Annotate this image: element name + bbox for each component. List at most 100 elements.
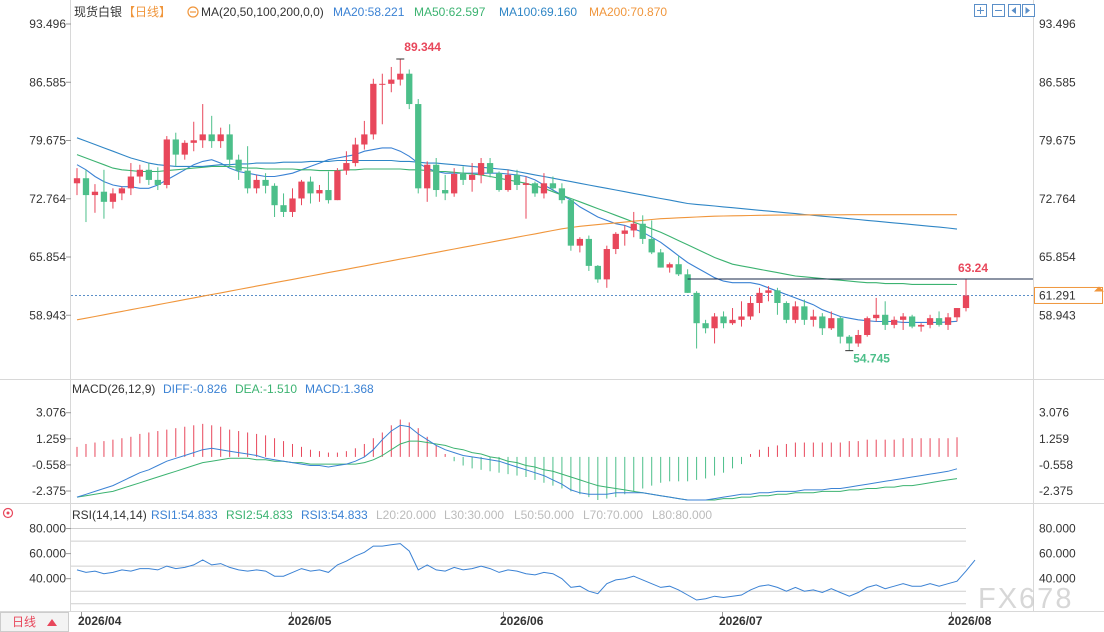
- rsi-axis-left: 80.000 60.000 40.000: [29, 522, 71, 586]
- zoom-out-icon[interactable]: [992, 4, 1005, 17]
- candle-body: [352, 144, 359, 164]
- price-tick-left: 65.854: [29, 250, 66, 264]
- period-tag: 【日线】: [123, 5, 171, 19]
- candle: [91, 184, 99, 213]
- resistance-label: 63.24: [958, 261, 988, 275]
- macd-plot: [76, 419, 958, 501]
- rsi-settings-icon[interactable]: [2, 507, 14, 519]
- candle-body: [576, 238, 584, 246]
- candle-body: [531, 183, 539, 194]
- candle-body: [406, 73, 413, 105]
- macd-tick-left: 1.259: [36, 432, 66, 446]
- candle-body: [765, 290, 772, 293]
- macd-tick-right: 3.076: [1039, 406, 1069, 420]
- candle: [504, 169, 512, 192]
- settings-icon[interactable]: [187, 6, 199, 18]
- macd-histogram-value: MACD:1.368: [305, 382, 374, 396]
- candle: [82, 169, 90, 223]
- candle: [127, 163, 135, 196]
- candle-body: [163, 139, 170, 185]
- candle-body: [433, 164, 440, 191]
- candle-body: [612, 233, 619, 250]
- candle-body: [451, 174, 458, 194]
- candle: [352, 137, 359, 167]
- candle-body: [603, 249, 610, 280]
- date-label-jul: 2026/07: [719, 614, 763, 628]
- rsi-legend: RSI(14,14,14) RSI1:54.833 RSI2:54.833 RS…: [2, 507, 712, 522]
- candle: [208, 115, 215, 148]
- candle-body: [585, 238, 592, 266]
- date-label-aug: 2026/08: [948, 614, 992, 628]
- candle: [576, 237, 584, 253]
- candle-body: [100, 191, 108, 202]
- resistance-marker: 63.24: [687, 261, 1033, 280]
- rsi-plot: [71, 528, 976, 605]
- scroll-right-icon[interactable]: [1022, 4, 1035, 17]
- macd-tick-right: -0.558: [1039, 458, 1073, 472]
- candle: [154, 167, 161, 191]
- high-marker: 89.344: [396, 40, 441, 60]
- candle-body: [109, 193, 117, 202]
- rsi-tick-right: 80.000: [1039, 522, 1076, 536]
- candle: [334, 168, 341, 201]
- candle: [370, 78, 377, 140]
- candle-body: [361, 134, 368, 145]
- candle-body: [864, 318, 871, 336]
- candle: [567, 198, 575, 251]
- candle: [549, 176, 557, 192]
- ma-line-ma200: [76, 214, 957, 321]
- candle: [846, 335, 853, 351]
- price-axis-left: 93.496 86.585 79.675 72.764 65.854 58.943: [29, 17, 71, 322]
- candle: [424, 161, 431, 202]
- ma20-value: MA20:58.221: [333, 5, 405, 19]
- candle-body: [522, 183, 530, 185]
- candle-body: [397, 73, 404, 80]
- candle-body: [567, 200, 575, 246]
- candle-body: [720, 316, 727, 324]
- zoom-in-icon[interactable]: [974, 4, 987, 17]
- price-tick-right: 86.585: [1039, 75, 1076, 89]
- candle-body: [558, 188, 566, 201]
- candle-body: [810, 316, 817, 320]
- candle: [289, 188, 296, 217]
- price-tick-left: 79.675: [29, 134, 66, 148]
- main-legend: 现货白银 【日线】 MA(20,50,100,200,0,0) MA20:58.…: [74, 4, 667, 19]
- candle-body: [190, 140, 197, 143]
- price-alert-icon[interactable]: [1094, 286, 1104, 292]
- date-axis: 2026/04 2026/05 2026/06 2026/07 2026/08: [78, 612, 992, 628]
- rsi-level-50: L50:50.000: [514, 508, 574, 522]
- price-tick-left: 72.764: [29, 192, 66, 206]
- candle: [397, 58, 404, 86]
- candle-body: [819, 316, 826, 329]
- candle-body: [837, 318, 844, 337]
- candle: [926, 314, 934, 329]
- period-selector[interactable]: 日线: [0, 612, 69, 632]
- candle-body: [549, 183, 557, 189]
- candle: [657, 249, 664, 268]
- candle: [172, 132, 179, 167]
- candle: [118, 186, 126, 201]
- candle: [873, 297, 880, 322]
- candle: [361, 120, 368, 150]
- candle: [307, 176, 314, 204]
- date-label-apr: 2026/04: [78, 614, 122, 628]
- candle: [864, 316, 871, 337]
- candle-body: [926, 318, 934, 325]
- candle: [630, 211, 637, 238]
- candle-body: [379, 83, 386, 85]
- candle: [774, 287, 781, 315]
- candle: [495, 171, 503, 192]
- scroll-left-icon[interactable]: [1008, 4, 1021, 17]
- candle: [765, 286, 772, 302]
- chart-toolbar: [974, 4, 1035, 17]
- candle-body: [630, 223, 637, 231]
- macd-legend: MACD(26,12,9) DIFF:-0.826 DEA:-1.510 MAC…: [72, 382, 374, 396]
- candle-body: [504, 174, 512, 191]
- candle: [891, 316, 898, 329]
- candle-body: [388, 79, 395, 84]
- candle-body: [271, 185, 278, 206]
- rsi-level-30: L30:30.000: [444, 508, 504, 522]
- candle-body: [621, 230, 628, 234]
- candle-body: [711, 316, 718, 329]
- candle: [540, 173, 548, 199]
